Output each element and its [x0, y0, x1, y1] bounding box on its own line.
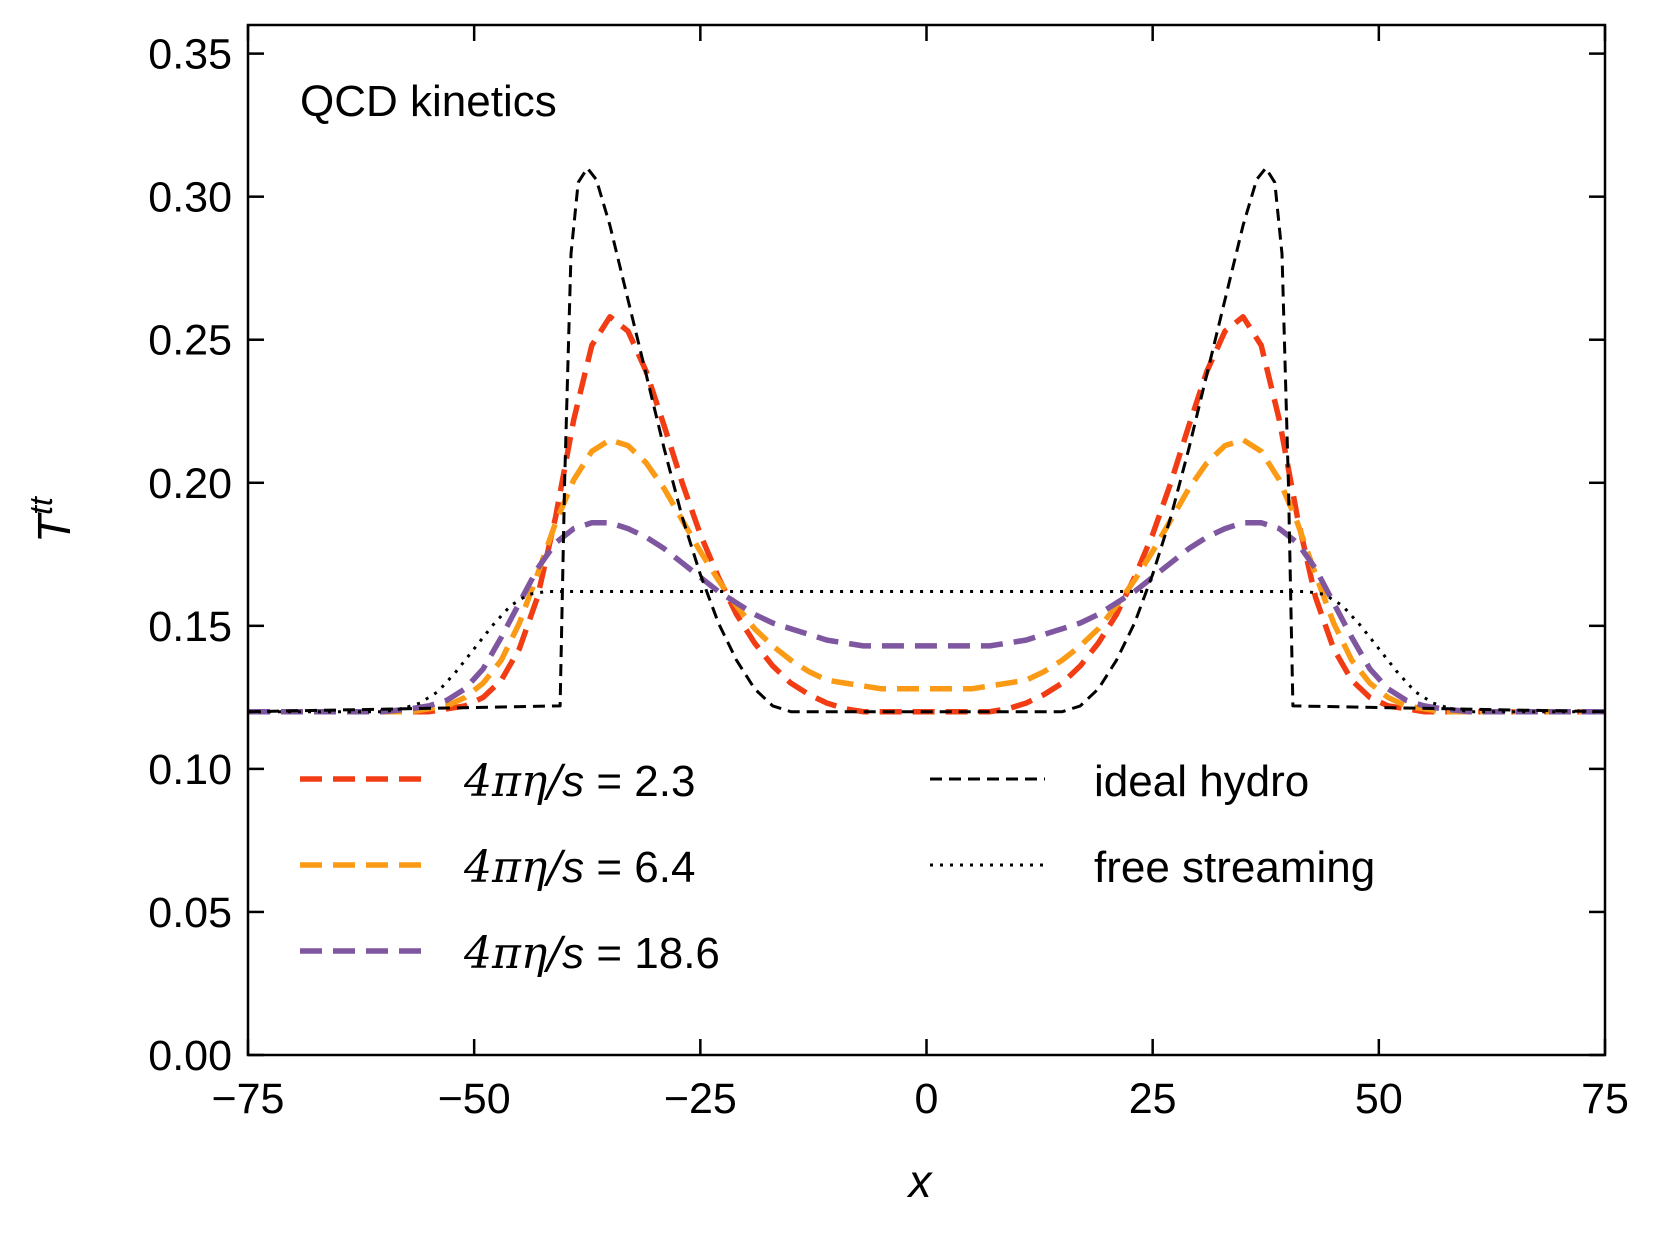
y-axis-label-base: T — [28, 512, 80, 543]
x-tick-label: 50 — [1355, 1075, 1403, 1123]
series-line-2 — [248, 520, 1605, 715]
y-tick-label: 0.15 — [148, 603, 232, 651]
series-line-1 — [248, 437, 1605, 715]
legend: 4πη/s = 2.3 4πη/s = 6.4 4πη/s = 18.6 ideal … — [300, 756, 1375, 979]
y-tick-label: 0.00 — [148, 1032, 232, 1080]
series-line-4 — [248, 590, 1605, 714]
x-tick-label: 0 — [915, 1075, 939, 1123]
legend-label: 4πη/s = 6.4 — [463, 842, 695, 893]
chart-annotation: QCD kinetics — [300, 77, 557, 126]
y-axis-label: Ttt — [23, 496, 80, 543]
y-tick-label: 0.30 — [148, 174, 232, 222]
series-line-0 — [248, 314, 1605, 715]
x-tick-label: −75 — [212, 1075, 285, 1123]
y-tick-label: 0.35 — [148, 31, 232, 79]
x-tick-label: −50 — [438, 1075, 511, 1123]
labels-layer: −75 −50 −25 0 25 50 75 0.00 0.05 0.10 0.15 0.20 0.25… — [148, 31, 1629, 1123]
y-tick-label: 0.20 — [148, 460, 232, 508]
x-tick-label: −25 — [664, 1075, 737, 1123]
legend-label: 4πη/s = 2.3 — [463, 756, 695, 807]
legend-label: ideal hydro — [1094, 757, 1309, 806]
series-layer — [248, 166, 1605, 715]
series-line-3 — [248, 166, 1605, 714]
plot-frame — [246, 23, 1607, 1057]
x-axis-label: x — [907, 1155, 934, 1207]
y-tick-label: 0.10 — [148, 746, 232, 794]
y-tick-label: 0.05 — [148, 889, 232, 937]
ticks-layer — [246, 25, 1607, 1057]
legend-label: 4πη/s = 18.6 — [463, 928, 720, 979]
x-tick-label: 25 — [1129, 1075, 1177, 1123]
y-axis-label-sup: tt — [23, 496, 59, 515]
legend-label: free streaming — [1094, 843, 1375, 892]
x-tick-label: 75 — [1581, 1075, 1629, 1123]
y-tick-label: 0.25 — [148, 317, 232, 365]
